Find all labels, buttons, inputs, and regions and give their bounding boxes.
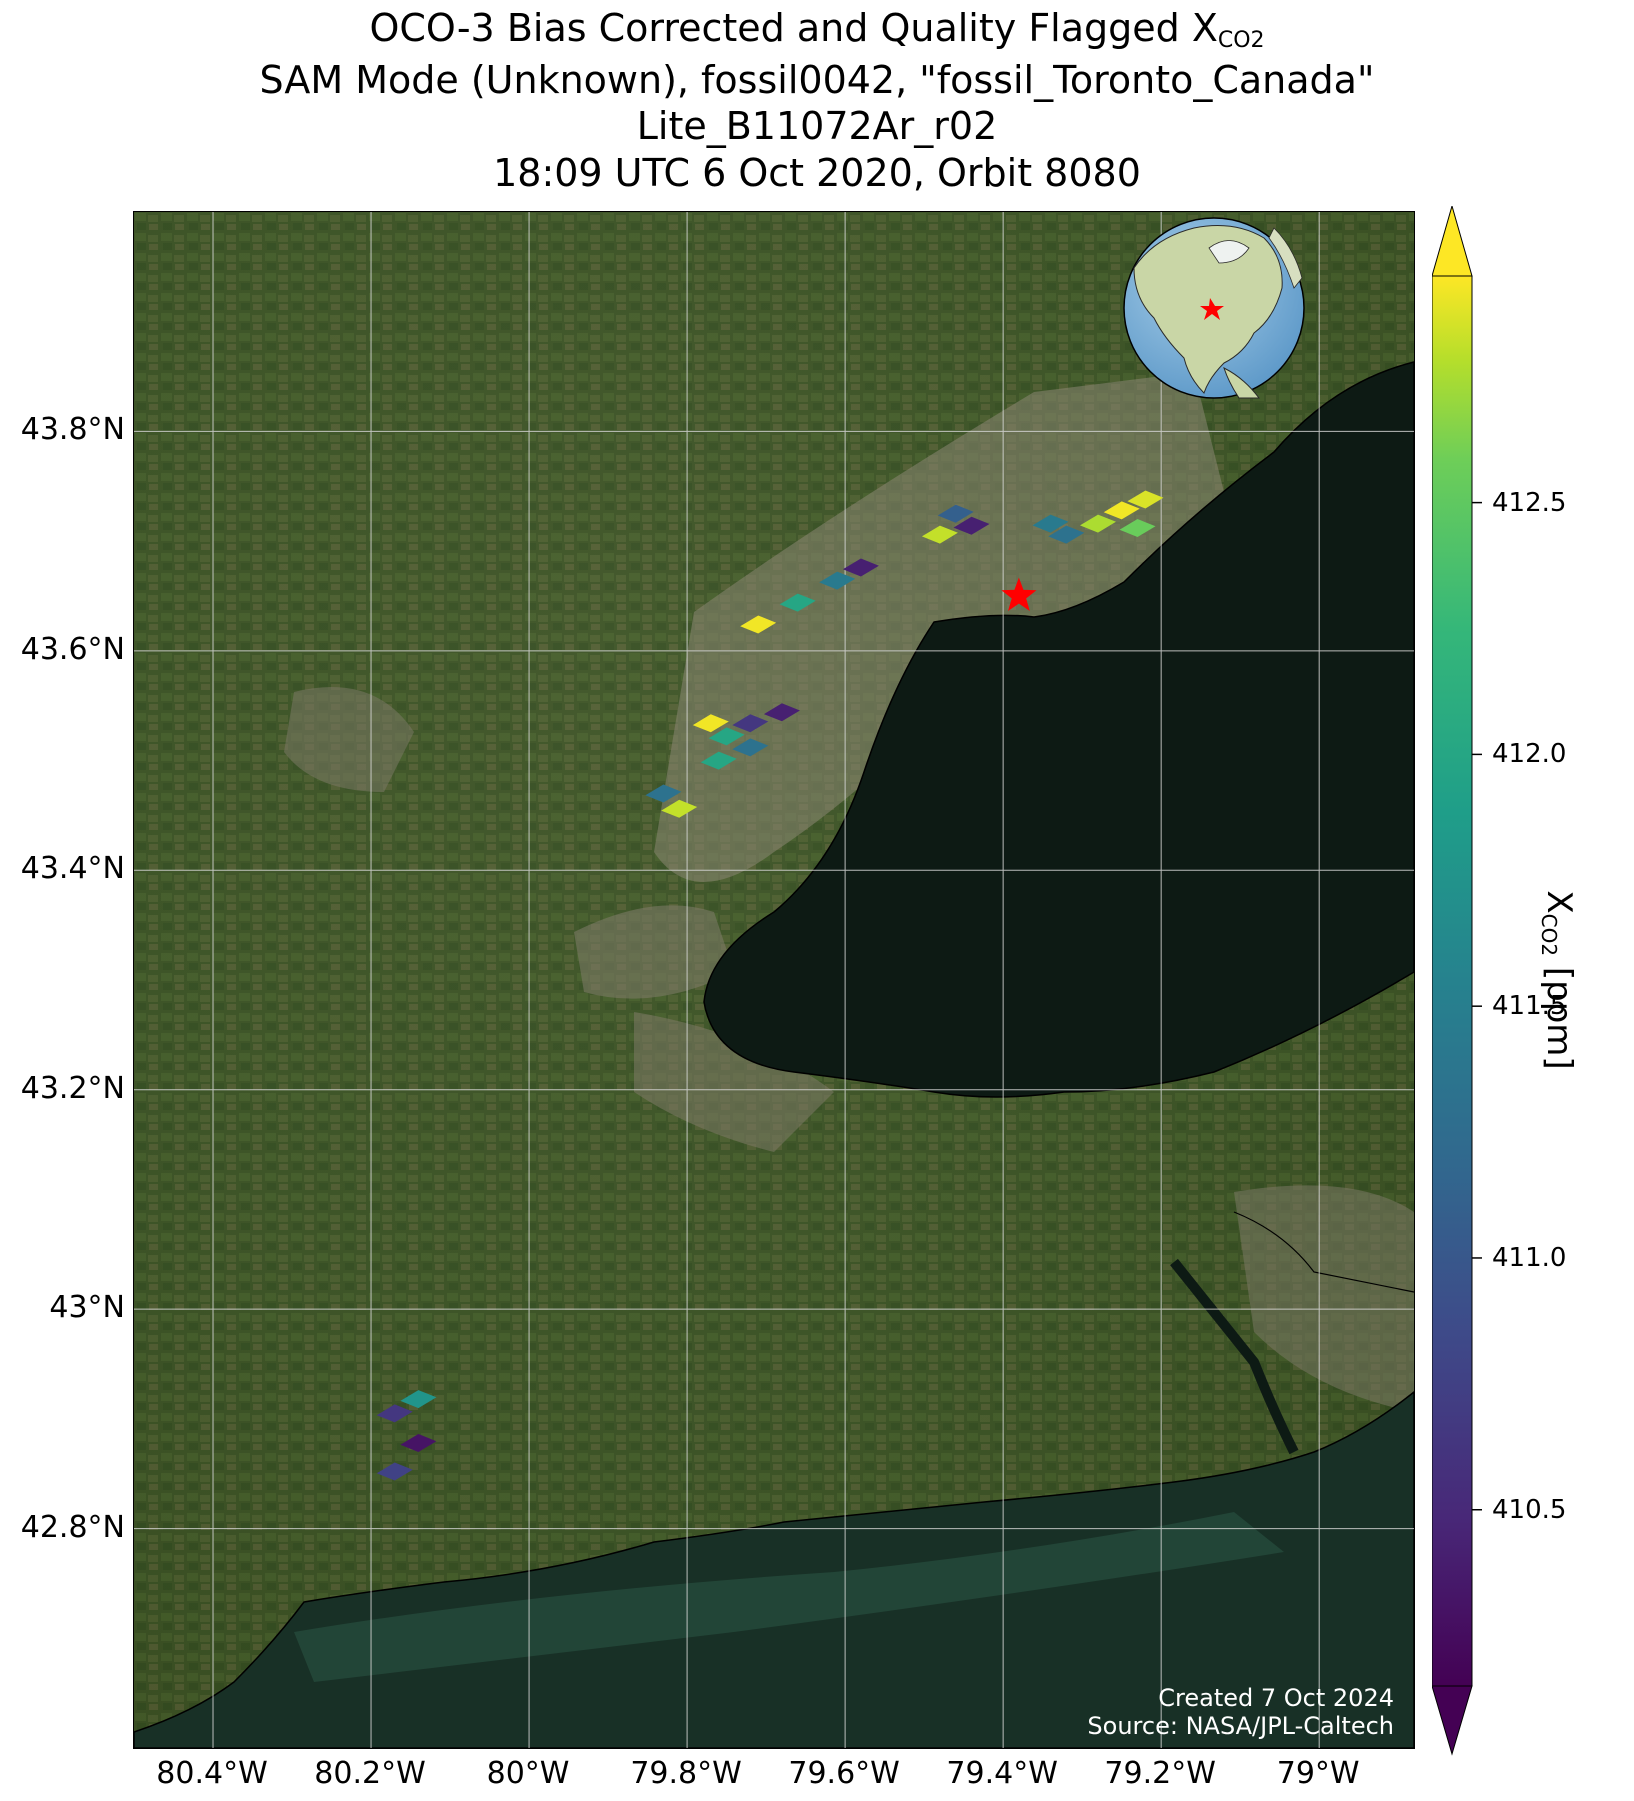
gridlines [134,212,1414,1748]
lon-tick-label: 80°W [486,1756,570,1791]
xco2-sounding [842,558,879,577]
lat-tick-label: 43.4°N [20,851,125,887]
lat-tick-label: 43.2°N [20,1070,125,1106]
colorbar-tick-label: 412.0 [1492,739,1567,770]
xco2-sounding [1048,525,1085,544]
lake-ontario [703,361,1414,1098]
title-line-3: Lite_B11072Ar_r02 [636,104,998,148]
xco2-sounding [732,738,769,757]
xco2-sounding [376,1404,413,1423]
colorbar-body [1432,275,1473,1687]
colorbar-tick-label: 411.5 [1492,991,1567,1022]
xco2-sounding [763,703,800,722]
xco2-sounding [645,784,682,803]
map-panel[interactable]: Created 7 Oct 2024 Source: NASA/JPL-Calt… [133,211,1415,1749]
colorbar-tick-label: 411.0 [1492,1242,1567,1273]
title-line-4: 18:09 UTC 6 Oct 2020, Orbit 8080 [493,151,1141,195]
xco2-sounding [400,1390,437,1409]
xco2-sounding [1080,514,1116,533]
xco2-sounding [376,1462,413,1481]
xco2-sounding [400,1434,437,1452]
globe-target-star-icon [1200,298,1224,320]
colorbar-tick-label: 412.5 [1492,487,1567,518]
lon-tick-label: 79.8°W [630,1756,742,1791]
colorbar [1432,206,1482,1756]
xco2-sounding [700,751,737,770]
xco2-sounding [740,615,777,634]
xco2-sounding [732,714,769,733]
colorbar-extend-max [1432,206,1473,277]
target-location-star-icon [1001,577,1037,611]
lon-tick-label: 80.4°W [156,1756,268,1791]
xco2-sounding [953,516,990,535]
inset-globe [1123,217,1305,399]
lat-tick-label: 42.8°N [20,1509,125,1545]
xco2-sounding [1103,501,1140,520]
xco2-soundings [376,490,1164,1481]
xco2-sounding [1127,490,1164,509]
credit-created: Created 7 Oct 2024 [1158,1684,1394,1712]
xco2-sounding [692,714,729,733]
xco2-sounding [779,593,816,612]
lon-tick-label: 79.6°W [788,1756,900,1791]
xco2-sounding [1119,519,1156,537]
xco2-sounding [921,525,958,544]
lat-tick-label: 43.6°N [20,631,125,667]
colorbar-title: XCO2 [ppm] [1537,890,1579,1070]
lat-tick-label: 43°N [49,1290,125,1326]
xco2-sounding [1032,514,1069,533]
xco2-sounding [937,504,974,523]
xco2-sounding [661,799,698,818]
credit-source: Source: NASA/JPL-Caltech [1087,1712,1394,1740]
xco2-sounding [708,727,745,746]
colorbar-extend-min [1432,1685,1473,1756]
lon-tick-label: 79.4°W [946,1756,1058,1791]
niagara-river [1170,1258,1299,1455]
lon-tick-label: 79.2°W [1104,1756,1216,1791]
xco2-sounding [819,571,856,590]
lat-tick-label: 43.8°N [20,412,125,448]
colorbar-tick-label: 410.5 [1492,1494,1567,1525]
title-line-2: SAM Mode (Unknown), fossil0042, "fossil_… [259,58,1375,102]
map-canvas[interactable] [134,212,1414,1748]
lon-tick-label: 79°W [1276,1756,1360,1791]
lon-tick-label: 80.2°W [314,1756,426,1791]
title-line-1: OCO-3 Bias Corrected and Quality Flagged… [369,6,1265,53]
